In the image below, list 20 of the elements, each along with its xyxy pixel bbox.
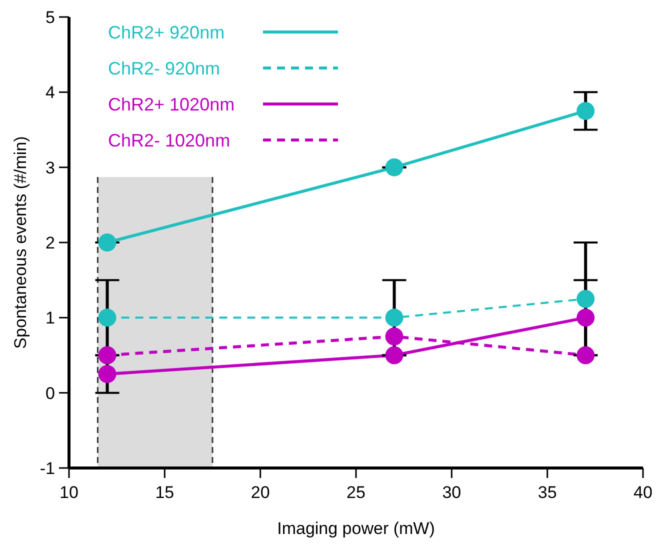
y-tick-label: 4 bbox=[46, 83, 55, 102]
legend-label: ChR2+ 920nm bbox=[108, 22, 225, 42]
y-tick-label: -1 bbox=[40, 458, 55, 478]
y-tick-label: 1 bbox=[46, 308, 55, 328]
x-tick-label: 15 bbox=[155, 483, 174, 502]
x-tick-label: 10 bbox=[60, 483, 78, 502]
x-tick-label: 20 bbox=[250, 483, 270, 502]
x-tick-label: 30 bbox=[442, 483, 462, 502]
x-tick-label: 40 bbox=[634, 483, 652, 502]
y-tick-label: 3 bbox=[46, 158, 55, 178]
x-tick-label: 25 bbox=[346, 483, 366, 502]
x-axis-title: Imaging power (mW) bbox=[277, 519, 435, 538]
legend-label: ChR2- 1020nm bbox=[108, 130, 230, 150]
legend-label: ChR2+ 1020nm bbox=[108, 94, 235, 114]
x-tick-label: 35 bbox=[538, 483, 557, 502]
y-tick-label: 2 bbox=[46, 233, 55, 252]
y-tick-label: 5 bbox=[46, 8, 55, 27]
y-axis-title: Spontaneous events (#/min) bbox=[11, 136, 30, 349]
y-tick-label: 0 bbox=[46, 384, 55, 403]
legend-label: ChR2- 920nm bbox=[108, 58, 220, 78]
